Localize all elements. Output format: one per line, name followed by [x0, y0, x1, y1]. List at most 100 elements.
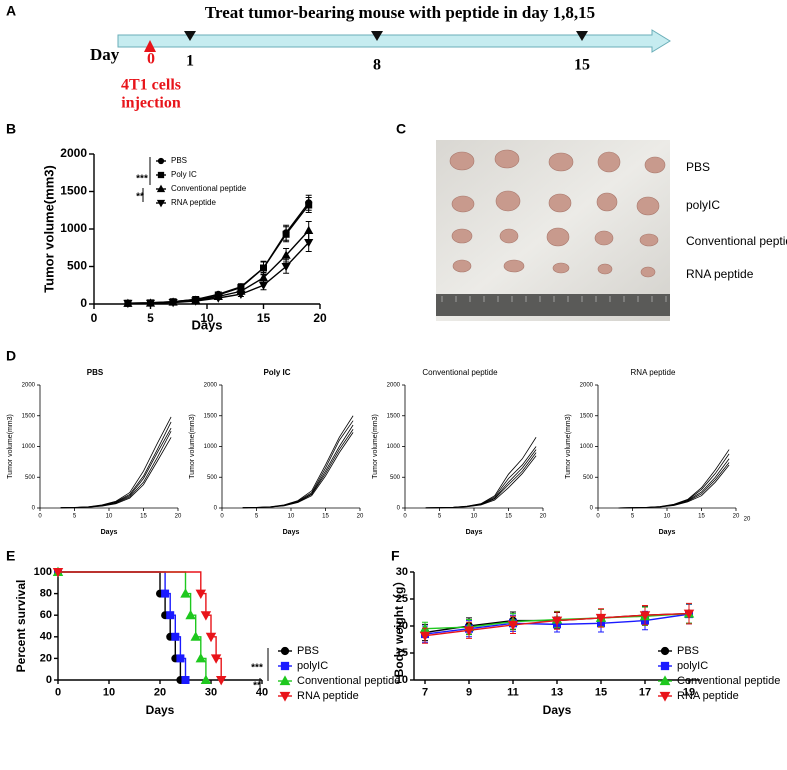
marker	[156, 199, 166, 208]
timeline-arrow	[117, 29, 671, 53]
annotation: **	[136, 192, 144, 203]
x-tick-label: 0	[403, 513, 407, 519]
x-tick-label: 0	[91, 311, 98, 325]
series-line	[425, 449, 537, 509]
marker	[157, 171, 165, 179]
marker	[181, 676, 190, 684]
series-line	[60, 430, 172, 509]
x-tick-label: 11	[507, 687, 519, 699]
marker	[123, 299, 133, 309]
y-axis-label: Tumor volume(mm3)	[565, 414, 572, 479]
treatment-day: 8	[373, 57, 381, 74]
x-tick-label: 0	[55, 687, 61, 699]
marker	[215, 676, 227, 686]
marker	[191, 297, 201, 306]
chart: 10 15 20 25 30 7 9 11 13 15 17 19 Days Body weight（g）…	[391, 566, 780, 717]
marker	[260, 264, 267, 272]
y-tick-label: 1500	[22, 413, 36, 419]
y-tick-label: 0	[46, 674, 52, 686]
y-tick-label: 500	[390, 475, 401, 481]
x-tick-label: 15	[698, 513, 705, 519]
x-tick-label: 10	[288, 513, 295, 519]
x-tick-label: 10	[106, 513, 113, 519]
tumors	[449, 149, 666, 278]
marker	[659, 675, 671, 686]
x-tick-label: 20	[357, 513, 364, 519]
x-axis-label: Days	[543, 703, 572, 717]
panel-label: B	[6, 121, 16, 137]
y-tick-label: 1500	[387, 413, 401, 419]
marker	[161, 589, 170, 598]
marker	[463, 626, 475, 636]
y-axis-label: Body weight（g）	[391, 575, 406, 678]
timeline-axis-label: Day	[90, 45, 120, 64]
marker	[180, 588, 191, 598]
y-axis-label: Tumor volume(mm3)	[7, 414, 14, 479]
series-line	[425, 452, 537, 509]
marker	[595, 613, 607, 624]
marker	[236, 290, 246, 300]
x-tick-label: 5	[147, 311, 154, 325]
chart: 0 500 1000 1500 2000 0 5 10 15 20 Days Tumor volume…	[41, 146, 327, 332]
y-tick-label: 1000	[60, 221, 87, 235]
series-line	[58, 571, 222, 680]
marker	[176, 654, 185, 663]
x-axis-label: Days	[283, 529, 300, 536]
legend-label: Conventional peptide	[297, 675, 400, 687]
series-line	[242, 432, 354, 509]
chart-title: PBS	[87, 368, 104, 377]
series-line	[618, 458, 730, 509]
photo-row-label: RNA peptide	[686, 267, 754, 281]
x-tick-label: 0	[220, 513, 224, 519]
y-tick-label: 0	[80, 296, 87, 310]
series-line	[58, 571, 182, 680]
series-line	[242, 429, 354, 509]
marker	[210, 654, 222, 664]
marker	[304, 225, 314, 234]
legend-label: PBS	[677, 645, 699, 657]
significance-bracket	[259, 648, 269, 696]
injection-label: 4T1 cells	[121, 77, 181, 94]
legend-label: polyIC	[297, 660, 328, 672]
y-tick-label: 20	[396, 620, 408, 632]
series-line	[242, 424, 354, 509]
ruler-ticks	[441, 296, 667, 302]
annotation: ***	[136, 174, 148, 185]
x-axis-label: Days	[191, 317, 222, 332]
series-line	[60, 437, 172, 509]
y-axis-label: Tumor volume(mm3)	[189, 414, 196, 479]
annotation: 20	[744, 517, 751, 523]
x-tick-label: 10	[103, 687, 115, 699]
x-tick-label: 5	[631, 513, 635, 519]
y-tick-label: 2000	[60, 146, 87, 160]
y-tick-label: 2000	[204, 383, 218, 389]
x-tick-label: 10	[200, 311, 214, 325]
panel-label: C	[396, 121, 406, 137]
marker	[419, 631, 431, 642]
marker	[507, 620, 519, 631]
x-tick-label: 20	[733, 513, 740, 519]
series-line	[58, 571, 207, 680]
marker	[166, 611, 175, 620]
x-tick-label: 5	[438, 513, 442, 519]
timeline: Treat tumor-bearing mouse with peptide i…	[90, 3, 671, 112]
panel-label: F	[391, 548, 400, 564]
y-tick-label: 1000	[387, 444, 401, 450]
chart: 0 500 1000 1500 2000 0 5 10 15 20 PBS Days Tumor vol…	[7, 368, 182, 536]
marker	[551, 616, 563, 627]
x-tick-label: 20	[313, 311, 327, 325]
annotation: **	[253, 681, 261, 692]
y-tick-label: 1000	[204, 444, 218, 450]
y-tick-label: 100	[34, 566, 52, 578]
x-tick-label: 15	[140, 513, 147, 519]
annotation: ***	[251, 663, 263, 674]
marker	[185, 609, 196, 620]
marker	[200, 674, 212, 684]
y-tick-label: 1000	[580, 444, 594, 450]
series-line	[58, 571, 187, 680]
marker	[213, 294, 223, 303]
y-tick-label: 10	[396, 674, 408, 686]
marker	[305, 201, 313, 209]
marker	[168, 299, 178, 308]
chart: 0 500 1000 1500 2000 0 5 10 15 20 RNA peptide Days T…	[565, 368, 751, 536]
